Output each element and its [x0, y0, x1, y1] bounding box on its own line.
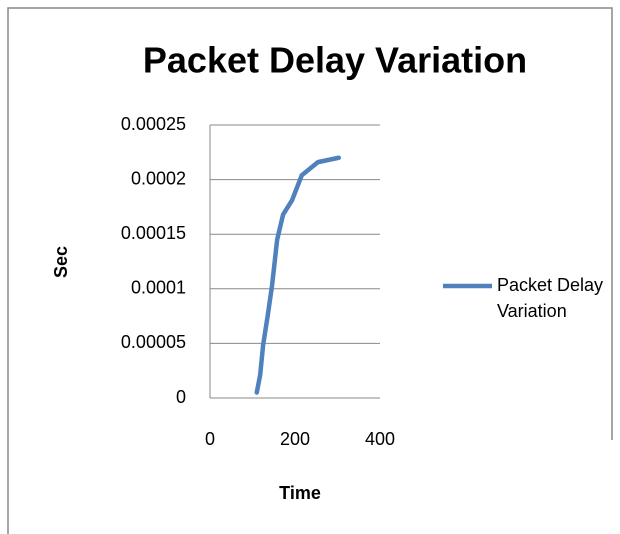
x-tick-label: 0 [205, 429, 215, 449]
y-tick-label: 0.0001 [131, 278, 186, 298]
y-tick-label: 0.00005 [121, 332, 186, 352]
chart-title: Packet Delay Variation [143, 40, 527, 81]
data-line [254, 155, 342, 395]
y-axis-title: Sec [51, 246, 71, 278]
y-tick-label: 0.00025 [121, 114, 186, 134]
legend-label: Packet Delay Variation [497, 275, 604, 321]
x-axis-title: Time [279, 483, 321, 503]
chart-frame [7, 7, 613, 534]
x-tick-label: 200 [280, 429, 310, 449]
x-tick-label: 400 [365, 429, 395, 449]
y-tick-label: 0.00015 [121, 223, 186, 243]
y-tick-label: 0.0002 [131, 168, 186, 188]
y-tick-label: 0 [176, 387, 186, 407]
